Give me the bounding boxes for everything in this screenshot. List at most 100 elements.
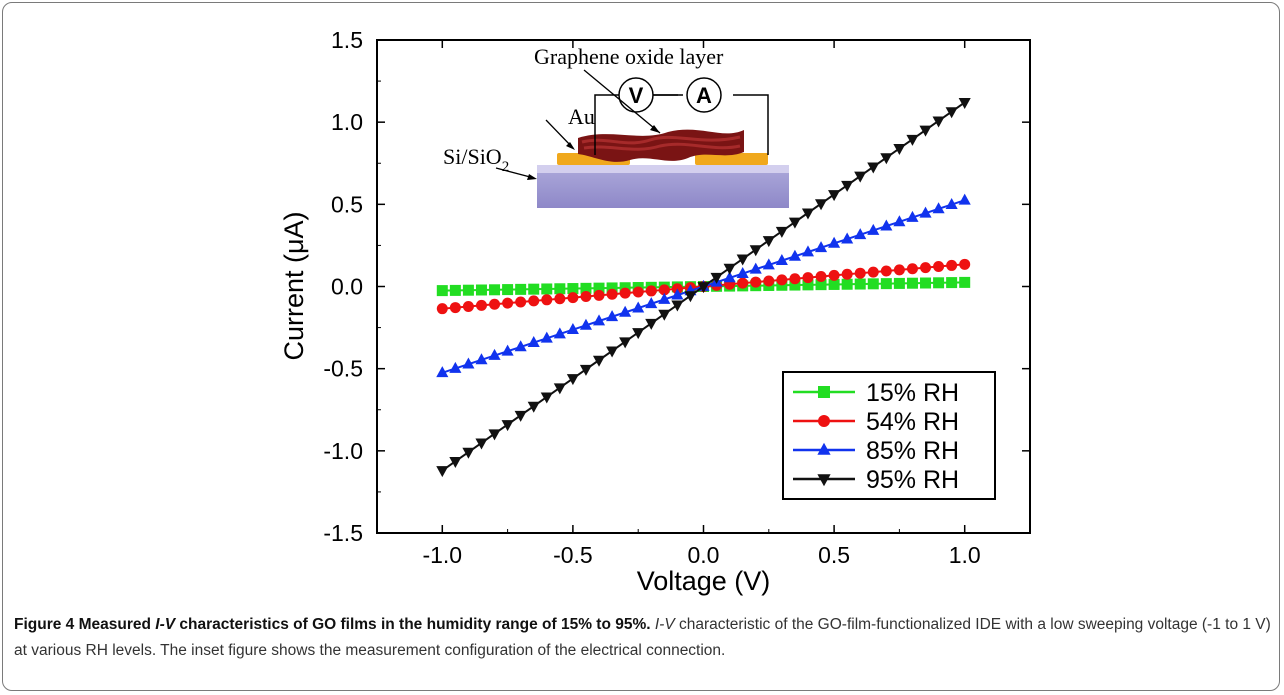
x-tick-label: 0.0 [688,542,720,568]
data-point [593,282,605,294]
x-tick-label: 1.0 [949,542,981,568]
data-point [775,254,788,266]
data-point [828,269,840,281]
legend-marker [817,474,831,487]
data-point [841,278,853,290]
data-point [592,314,606,326]
data-point [527,401,540,413]
y-tick-label: -0.5 [323,356,363,382]
data-point [645,297,658,309]
data-point [893,215,906,227]
data-point [789,279,801,291]
x-tick-label: -1.0 [422,542,462,568]
data-point [619,305,632,317]
data-point [475,299,487,311]
data-point [933,261,945,273]
data-point [462,284,474,296]
y-axis-ticks: -1.5 -1.0 -0.5 0.0 0.5 1.0 1.5 [323,27,1030,546]
data-point [854,278,866,290]
legend-label: 95% RH [866,466,959,494]
inset-substrate [537,172,789,208]
data-point [528,283,540,295]
inset-arrow-si-sio2 [495,167,535,179]
data-point [920,277,932,289]
data-point [801,245,815,257]
legend-marker [817,442,831,455]
data-point [502,284,514,296]
data-point [436,466,449,478]
data-point [815,279,827,291]
data-point [515,283,527,295]
data-point [762,258,775,270]
data-point [579,364,593,376]
data-point [815,271,827,283]
data-point [540,392,553,404]
data-point [606,310,619,322]
data-point [749,262,762,274]
data-point [528,295,540,307]
data-point [906,263,918,275]
x-tick-label: 0.5 [818,542,850,568]
legend-item: 54% RH [793,408,959,436]
legend-item: 95% RH [793,466,959,494]
data-point [488,429,501,441]
data-point [906,134,919,146]
data-point [880,278,892,290]
caption-title-post: characteristics of GO films in the humid… [175,616,651,633]
data-point [515,296,527,308]
data-point [736,254,749,266]
data-point [920,262,932,274]
data-point [945,197,958,209]
data-point [540,331,553,343]
data-point [893,277,905,289]
y-tick-label: 0.5 [331,191,363,217]
data-point [802,279,814,291]
x-tick-label: -0.5 [553,542,593,568]
data-point [737,277,749,289]
data-point [658,284,670,296]
data-point [919,206,932,218]
inset-label-si-sio2: Si/SiO2 [443,144,509,175]
data-point [762,236,775,248]
y-tick-label: 0.0 [331,274,363,300]
data-point [867,266,879,278]
inset-device-schematic: V A Graphene oxide layer Au Si/SiO2 [443,44,789,208]
data-point [854,171,867,183]
data-point [854,267,866,279]
data-point [449,284,461,296]
data-point [514,340,527,352]
data-point [592,355,606,367]
data-point [945,107,958,119]
data-point [645,285,657,297]
caption-title-pre: Measured [74,616,156,633]
data-point [946,259,958,271]
data-point [867,223,880,235]
data-point [828,236,841,248]
data-point [684,291,697,303]
data-point [946,277,958,289]
data-point [750,276,762,288]
legend-item: 85% RH [793,437,959,465]
x-axis-title: Voltage (V) [637,566,771,596]
data-point [580,290,592,302]
data-point [475,438,488,450]
data-point [814,199,828,211]
data-point [959,258,971,270]
data-point [553,383,566,395]
data-point [658,309,671,321]
data-point [462,300,474,312]
data-point [527,335,540,347]
figure-caption: Figure 4 Measured I-V characteristics of… [14,612,1276,664]
data-point [567,292,579,304]
inset-graphene-oxide-texture [581,135,741,151]
data-point [619,287,631,299]
legend-marker [818,415,830,427]
data-point [593,289,605,301]
data-point [554,283,566,295]
caption-body-iv: I-V [654,616,675,633]
data-point [580,282,592,294]
caption-title-iv: I-V [155,616,176,633]
data-point [619,337,632,349]
data-point [710,272,723,284]
